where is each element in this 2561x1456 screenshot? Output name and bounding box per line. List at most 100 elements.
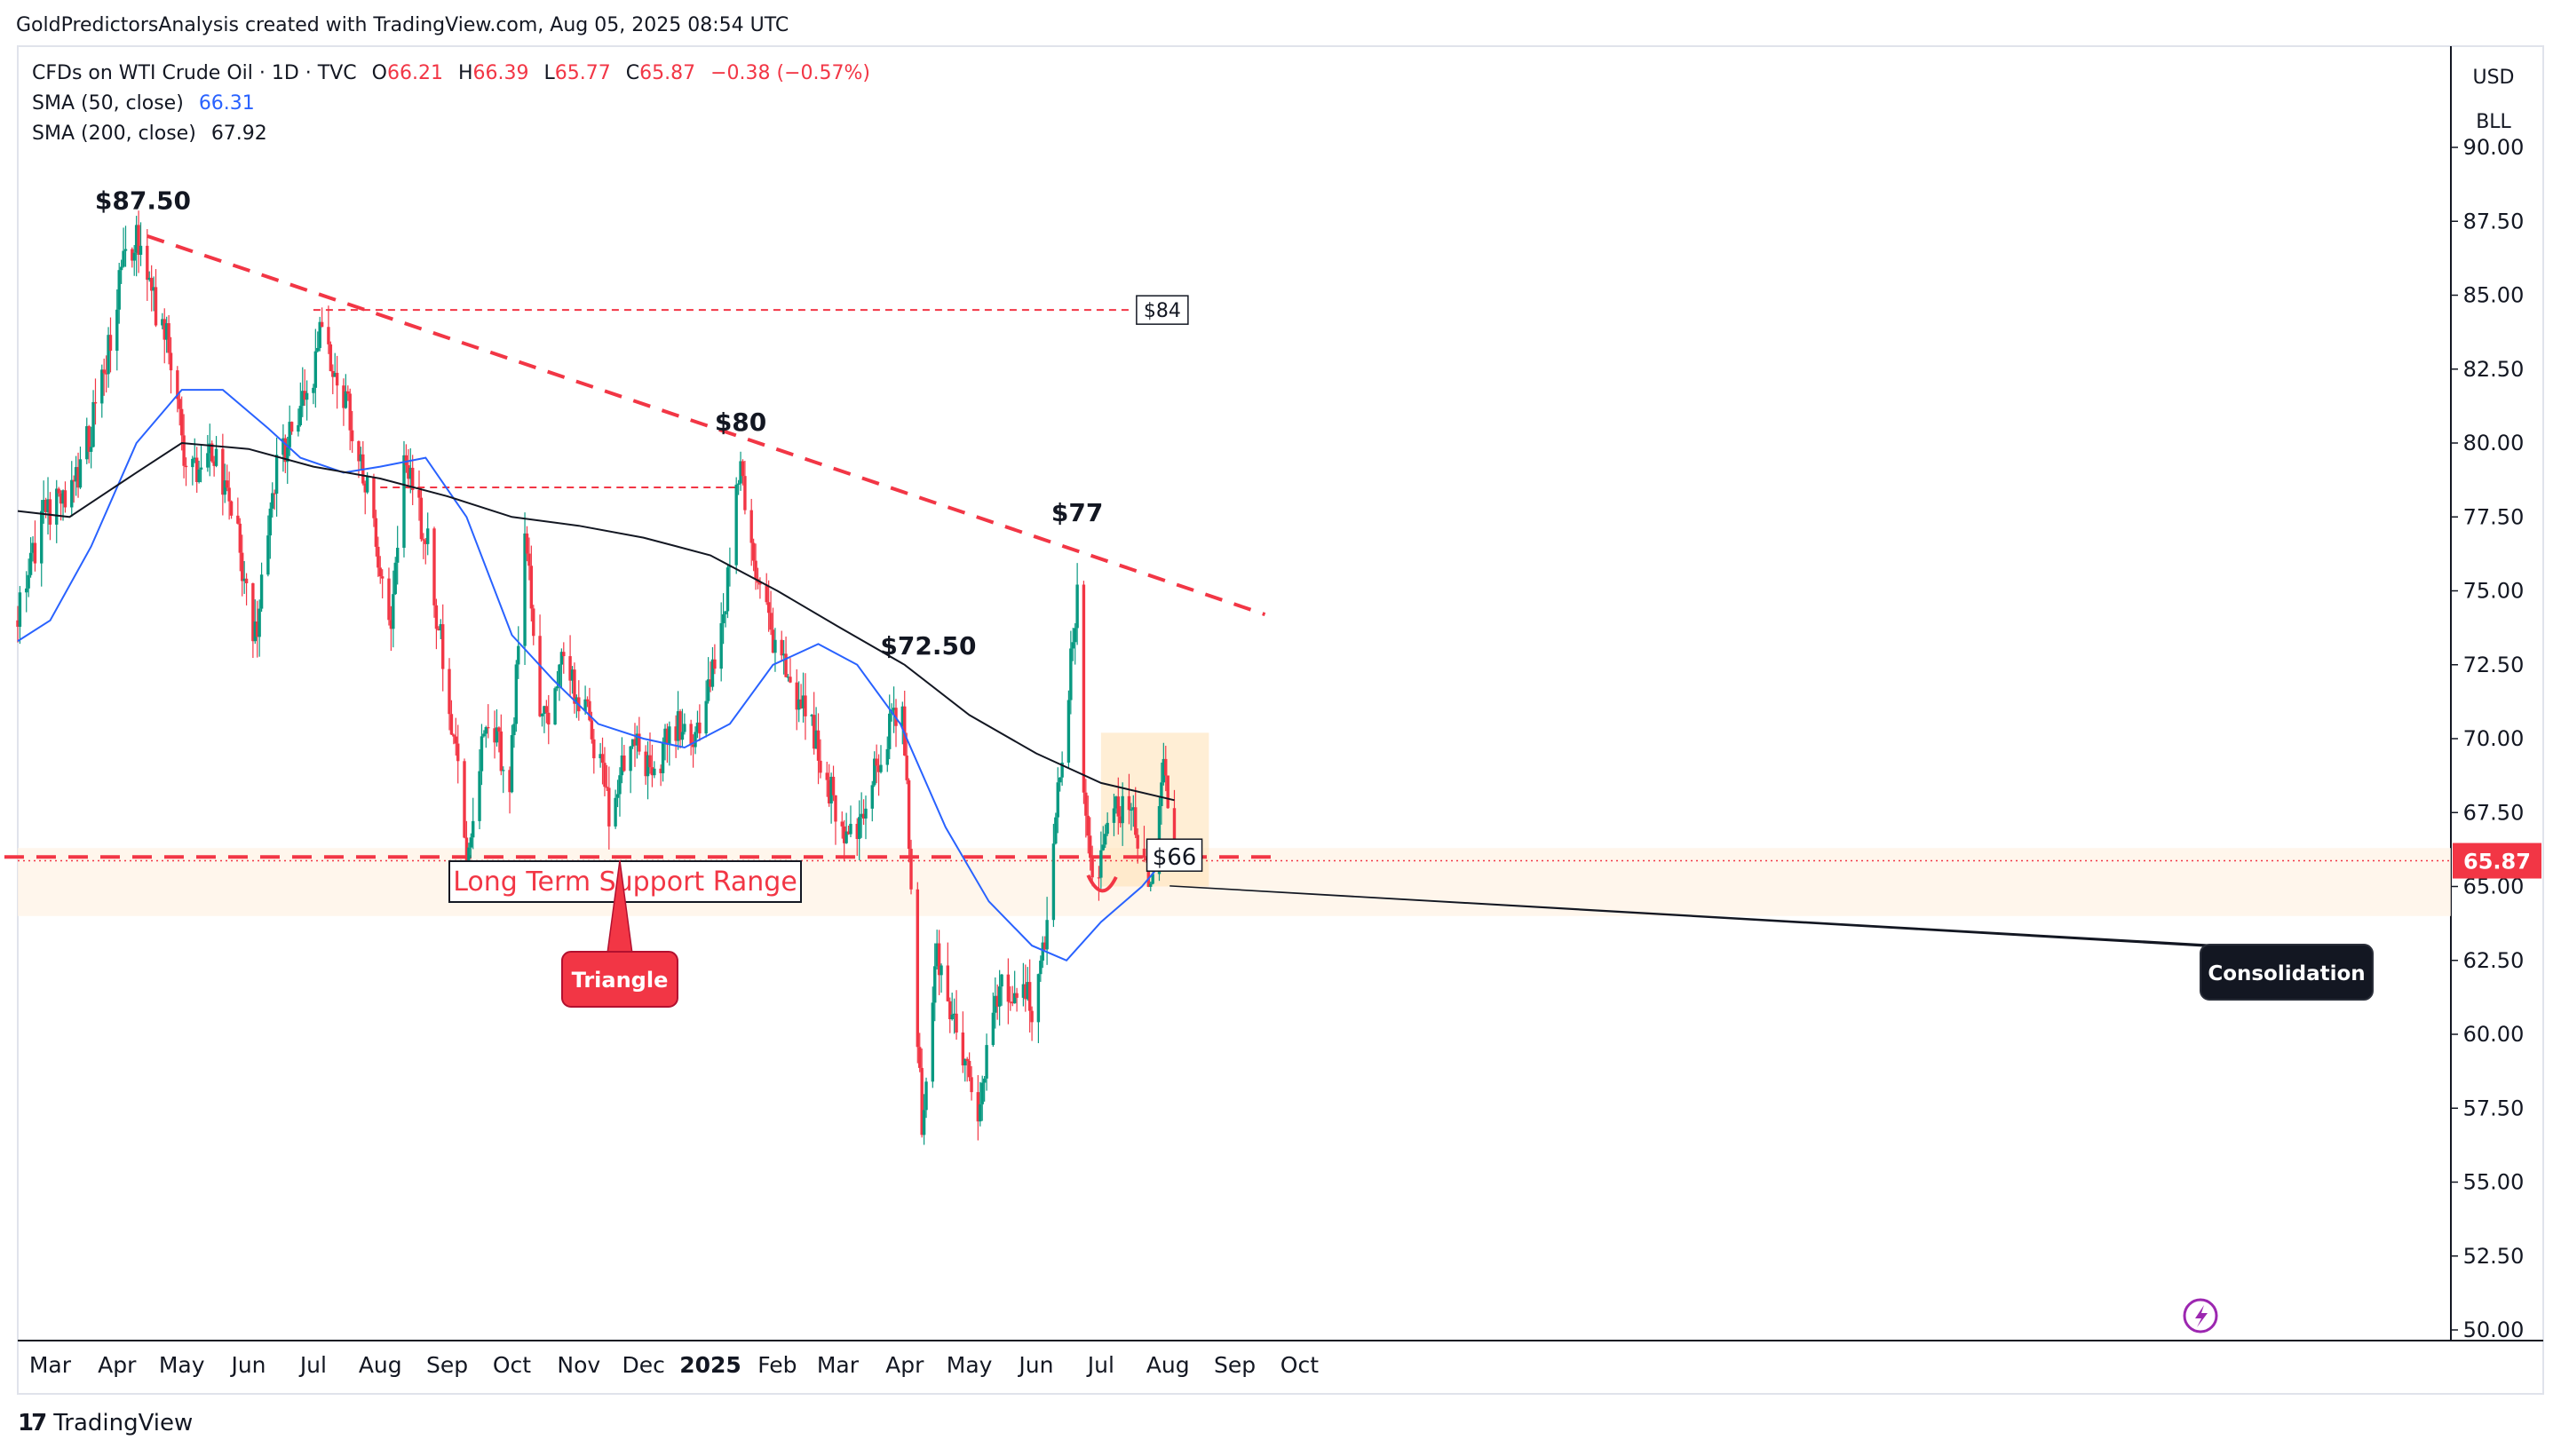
- candle: [834, 795, 837, 845]
- candle: [1090, 845, 1094, 887]
- candle: [1134, 787, 1138, 838]
- lightning-icon[interactable]: [2183, 1298, 2218, 1333]
- candle: [1160, 762, 1163, 825]
- candle: [937, 930, 941, 995]
- candle: [827, 764, 831, 807]
- candle: [266, 515, 270, 577]
- candle: [193, 438, 196, 463]
- last-price-text: 65.87: [2463, 850, 2531, 874]
- candle: [765, 573, 768, 605]
- candle: [502, 766, 505, 794]
- candle: [134, 216, 139, 277]
- candle: [493, 710, 496, 759]
- candle: [63, 481, 67, 513]
- candle: [842, 819, 846, 862]
- candle: [754, 543, 757, 590]
- candle: [179, 396, 184, 451]
- candle: [404, 444, 408, 473]
- candle: [812, 692, 816, 755]
- candle: [797, 681, 801, 723]
- candle: [529, 545, 534, 622]
- y-tick-label: 85.00: [2463, 283, 2525, 308]
- candle: [570, 666, 575, 694]
- candle: [523, 512, 527, 665]
- candle: [849, 805, 852, 838]
- legend-sma200[interactable]: SMA (200, close) 67.92: [32, 123, 267, 145]
- candle: [194, 447, 199, 494]
- candle: [1136, 828, 1139, 864]
- consolidation-callout: Consolidation: [1169, 885, 2374, 1001]
- price-axis[interactable]: 90.00 87.50 85.00 82.50 80.00 77.50 75.00 72.50…: [2451, 135, 2524, 1342]
- candle: [801, 672, 805, 723]
- candle: [739, 451, 742, 491]
- candle: [689, 719, 693, 756]
- unit-label[interactable]: BLL: [2476, 111, 2511, 133]
- candle: [1041, 936, 1044, 969]
- candle: [614, 789, 617, 829]
- candle: [844, 812, 848, 844]
- tradingview-brand: TradingView: [53, 1410, 194, 1436]
- candle: [89, 426, 93, 469]
- candle: [583, 685, 587, 716]
- candle: [327, 305, 330, 354]
- candle: [456, 724, 460, 784]
- candle: [650, 744, 654, 787]
- candle: [512, 717, 516, 748]
- candle: [963, 1058, 967, 1082]
- support-band-layer: [18, 848, 2451, 916]
- candle: [600, 737, 605, 785]
- candle: [298, 382, 303, 427]
- candle: [840, 811, 844, 839]
- candle: [357, 440, 361, 479]
- candle: [387, 567, 391, 626]
- candle: [117, 262, 121, 324]
- candle: [497, 726, 501, 753]
- candle: [532, 605, 535, 645]
- candle: [1142, 826, 1146, 863]
- candle: [555, 670, 559, 692]
- legend-sma50[interactable]: SMA (50, close) 66.31: [32, 92, 255, 115]
- candle: [544, 700, 549, 724]
- currency-label[interactable]: USD: [2472, 67, 2514, 89]
- candle: [108, 317, 113, 373]
- candle: [965, 1056, 969, 1082]
- candle: [31, 536, 35, 562]
- sma50-value: 66.31: [198, 92, 255, 115]
- candle: [991, 992, 995, 1048]
- candle: [825, 761, 829, 797]
- candle: [197, 460, 201, 484]
- candle: [78, 447, 83, 489]
- candle: [573, 662, 576, 714]
- candle: [380, 569, 385, 599]
- candle: [1075, 563, 1079, 645]
- candle: [870, 780, 874, 822]
- x-tick-label: 2025: [679, 1352, 741, 1378]
- candle: [695, 710, 700, 739]
- candle: [42, 480, 45, 524]
- symbol-name[interactable]: CFDs on WTI Crude Oil · 1D · TVC: [32, 62, 357, 84]
- candle: [107, 327, 110, 388]
- y-tick-label: 57.50: [2463, 1096, 2525, 1120]
- candle: [484, 725, 488, 748]
- candle: [419, 487, 424, 542]
- time-axis[interactable]: Mar Apr May Jun Jul Aug Sep Oct Nov Dec 2025 Feb Mar…: [29, 1352, 1319, 1378]
- y-tick-label: 87.50: [2463, 209, 2525, 233]
- candle: [469, 833, 472, 859]
- candle: [208, 423, 211, 477]
- candle: [226, 464, 229, 492]
- peak-label-87-50: $87.50: [95, 186, 191, 215]
- candle: [1051, 823, 1056, 928]
- triangle-text: Triangle: [572, 968, 669, 993]
- candle: [449, 700, 454, 735]
- candle: [933, 943, 937, 1022]
- x-tick-label: Apr: [885, 1352, 924, 1378]
- y-tick-label: 55.00: [2463, 1170, 2525, 1195]
- candle: [970, 1065, 973, 1101]
- candle: [441, 604, 445, 692]
- candle: [879, 745, 883, 774]
- x-tick-label: Aug: [1146, 1352, 1190, 1378]
- tradingview-footer[interactable]: 17 TradingView: [18, 1410, 193, 1436]
- candle: [273, 489, 276, 510]
